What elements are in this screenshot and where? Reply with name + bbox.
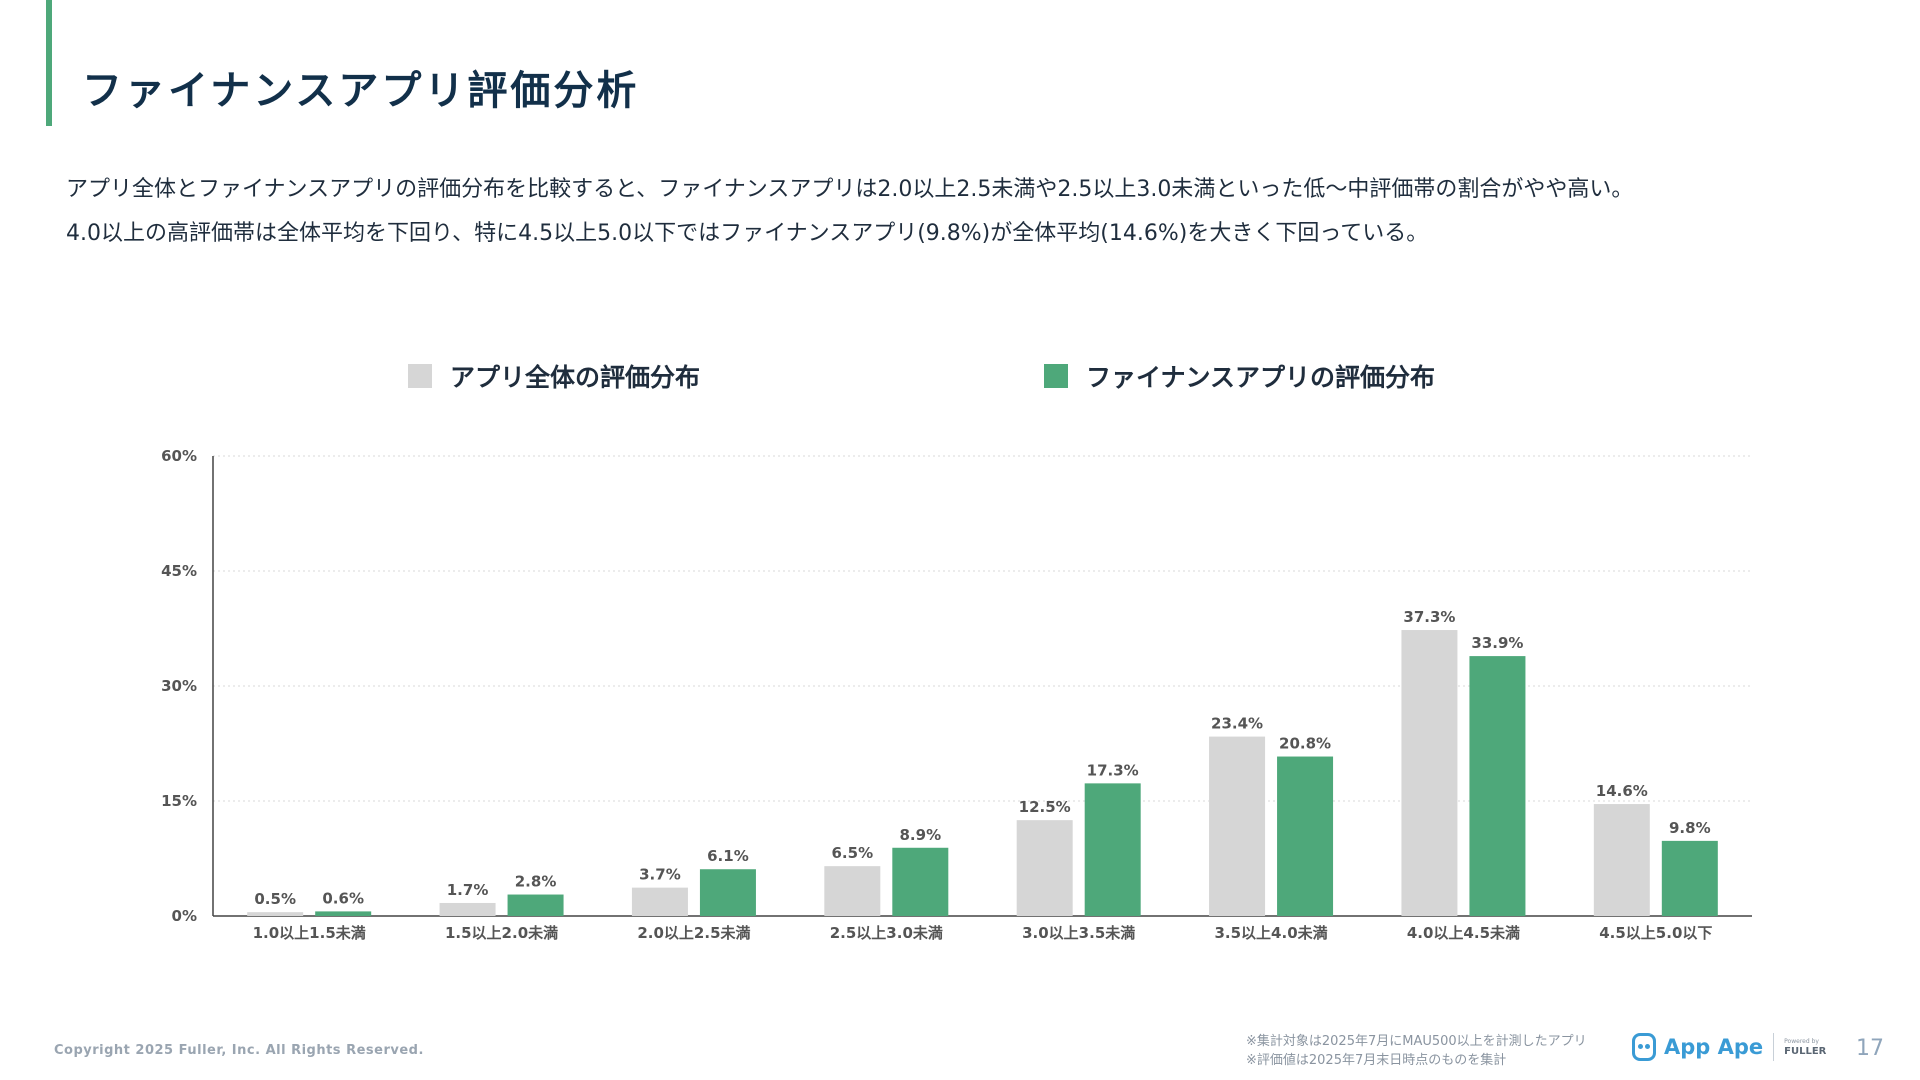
data-label-finance: 20.8%	[1279, 735, 1331, 753]
bar-all	[1593, 804, 1650, 916]
footer-note-1: ※集計対象は2025年7月にMAU500以上を計測したアプリ	[1246, 1034, 1587, 1049]
y-tick-label: 30%	[161, 677, 197, 695]
data-label-all: 1.7%	[447, 881, 489, 899]
x-tick-label: 4.0以上4.5未満	[1407, 924, 1520, 942]
bar-all	[1401, 630, 1458, 916]
bar-all	[824, 866, 881, 916]
data-label-all: 0.5%	[254, 890, 296, 908]
title-accent-bar	[46, 0, 52, 126]
data-label-finance: 2.8%	[515, 873, 557, 891]
bar-all	[1016, 820, 1073, 916]
x-tick-label: 1.0以上1.5未満	[253, 924, 366, 942]
x-tick-label: 3.5以上4.0未満	[1214, 924, 1327, 942]
data-label-finance: 33.9%	[1471, 634, 1523, 652]
data-label-all: 37.3%	[1403, 608, 1455, 626]
data-label-finance: 17.3%	[1087, 761, 1139, 779]
brand-name: App Ape	[1664, 1035, 1764, 1059]
bar-finance	[315, 911, 372, 916]
powered-by-block: Powered by FULLER	[1784, 1037, 1826, 1057]
y-tick-label: 45%	[161, 562, 197, 580]
bar-all	[1209, 736, 1266, 916]
legend-item-finance: ファイナンスアプリの評価分布	[1044, 358, 1435, 394]
data-label-finance: 0.6%	[322, 889, 364, 907]
description-line-2: 4.0以上の高評価帯は全体平均を下回り、特に4.5以上5.0以下ではファイナンス…	[66, 221, 1429, 246]
data-label-finance: 8.9%	[900, 826, 942, 844]
y-tick-label: 60%	[161, 447, 197, 465]
footer-note-2: ※評価値は2025年7月末日時点のものを集計	[1246, 1053, 1507, 1068]
powered-by-label: Powered by	[1784, 1038, 1819, 1045]
bar-finance	[1469, 656, 1526, 916]
x-tick-label: 1.5以上2.0未満	[445, 924, 558, 942]
x-tick-label: 2.0以上2.5未満	[637, 924, 750, 942]
description-line-1: アプリ全体とファイナンスアプリの評価分布を比較すると、ファイナンスアプリは2.0…	[66, 177, 1634, 202]
copyright: Copyright 2025 Fuller, Inc. All Rights R…	[54, 1043, 424, 1058]
data-label-all: 12.5%	[1019, 798, 1071, 816]
legend-label-all: アプリ全体の評価分布	[450, 363, 701, 392]
data-label-finance: 9.8%	[1669, 819, 1711, 837]
legend-item-all: アプリ全体の評価分布	[408, 358, 700, 394]
x-tick-label: 4.5以上5.0以下	[1599, 924, 1712, 942]
data-label-all: 14.6%	[1596, 782, 1648, 800]
app-ape-monkey-icon	[1632, 1033, 1656, 1061]
page-title: ファイナンスアプリ評価分析	[82, 68, 640, 114]
bar-all	[439, 902, 496, 916]
bar-finance	[1084, 783, 1141, 916]
bar-all	[631, 887, 688, 916]
logo-divider	[1773, 1033, 1775, 1061]
app-ape-logo: App Ape Powered by FULLER	[1632, 1033, 1826, 1061]
legend-label-finance: ファイナンスアプリの評価分布	[1086, 363, 1436, 392]
rating-distribution-chart: 0% 15% 30% 45% 60% 0.5% 0.6% 1.0以上1.5未満 1.7% 2.8%…	[161, 447, 1752, 942]
x-tick-label: 2.5以上3.0未満	[830, 924, 943, 942]
bar-finance	[699, 869, 756, 916]
chart-legend: アプリ全体の評価分布 ファイナンスアプリの評価分布	[0, 358, 1920, 398]
legend-swatch-finance	[1044, 364, 1068, 388]
footer-notes: ※集計対象は2025年7月にMAU500以上を計測したアプリ ※評価値は2025…	[1246, 1032, 1587, 1070]
page-number: 17	[1856, 1036, 1884, 1061]
bar-finance	[892, 847, 949, 916]
description: アプリ全体とファイナンスアプリの評価分布を比較すると、ファイナンスアプリは2.0…	[66, 168, 1866, 256]
bar-finance	[1661, 840, 1718, 916]
y-tick-label: 0%	[172, 907, 197, 925]
fuller-logo-text: FULLER	[1784, 1046, 1827, 1057]
bar-finance	[1277, 756, 1334, 916]
bar-all	[247, 912, 304, 916]
data-label-all: 6.5%	[832, 844, 874, 862]
data-label-all: 3.7%	[639, 866, 681, 884]
data-label-all: 23.4%	[1211, 715, 1263, 733]
legend-swatch-all	[408, 364, 432, 388]
y-tick-label: 15%	[161, 792, 197, 810]
x-tick-label: 3.0以上3.5未満	[1022, 924, 1135, 942]
data-label-finance: 6.1%	[707, 847, 749, 865]
bar-finance	[507, 894, 564, 916]
